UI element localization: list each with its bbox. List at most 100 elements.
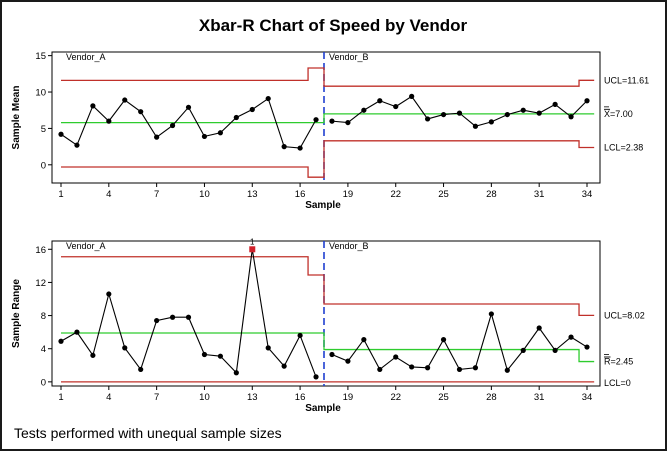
xbar-data-point: [361, 107, 367, 113]
xbar-data-point: [74, 142, 80, 148]
range-x-tick-label: 25: [438, 392, 449, 403]
range-x-tick-label: 34: [582, 392, 593, 403]
xbar-data-point: [409, 93, 415, 99]
xbar-data-point: [472, 123, 479, 129]
xbar-data-point: [377, 98, 383, 104]
range-ucl-label: UCL=8.02: [604, 310, 645, 320]
xbar-x-tick-label: 34: [582, 189, 593, 200]
xbar-ucl-line: [61, 67, 595, 87]
range-x-tick-label: 10: [199, 392, 210, 403]
range-data-point: [456, 366, 463, 373]
xbar-y-tick-label: 0: [41, 160, 46, 171]
range-center-label: R=2.45: [604, 357, 633, 367]
xbar-x-axis-label: Sample: [305, 200, 341, 211]
xbar-x-tick-label: 4: [106, 189, 111, 200]
range-y-tick-label: 0: [41, 377, 46, 388]
xbar-data-point: [297, 145, 303, 151]
xbar-y-tick-label: 5: [41, 124, 46, 135]
xbar-plot-frame: [51, 51, 601, 184]
range-flag-marker: 1: [250, 237, 255, 246]
xbar-data-point: [488, 119, 494, 125]
footnote: Tests performed with unequal sample size…: [14, 425, 282, 441]
range-data-point: [345, 358, 351, 364]
chart-title: Xbar-R Chart of Speed by Vendor: [199, 16, 468, 35]
range-y-tick-label: 16: [35, 245, 46, 256]
xbar-y-tick-label: 10: [35, 88, 46, 99]
range-x-tick-label: 1: [58, 392, 63, 403]
xbar-center-line: [61, 113, 595, 124]
xbar-stage-label: Vendor_B: [329, 52, 369, 62]
xbar-data-point: [281, 144, 287, 150]
xbar-x-tick-label: 31: [534, 189, 545, 200]
xbar-data-point: [233, 114, 239, 121]
xbar-x-tick-label: 28: [486, 189, 497, 200]
range-data-point: [90, 352, 96, 358]
xbar-x-tick-label: 7: [154, 189, 159, 200]
range-data-point: [122, 345, 128, 351]
range-x-tick-label: 4: [106, 392, 111, 403]
range-data-point: [297, 332, 303, 339]
range-y-tick-label: 4: [41, 344, 46, 355]
xbar-data-point: [249, 106, 255, 113]
range-data-point: [440, 337, 447, 343]
range-data-point: [393, 354, 399, 360]
xbar-data-point: [536, 110, 542, 116]
range-ucl-line: [61, 256, 595, 317]
range-data-point: [520, 347, 526, 353]
range-data-point: [106, 291, 112, 297]
xbar-x-tick-label: 13: [247, 189, 258, 200]
range-data-point: [74, 329, 80, 335]
range-x-tick-label: 28: [486, 392, 497, 403]
xbar-data-point: [58, 131, 64, 137]
range-y-tick-label: 8: [41, 311, 46, 322]
range-data-point: [281, 363, 287, 369]
xbar-center-label: X=7.00: [604, 109, 633, 119]
range-x-tick-label: 22: [390, 392, 401, 403]
xbar-data-point: [520, 107, 526, 113]
range-data-point: [233, 370, 239, 376]
xbar-data-point: [568, 114, 574, 120]
range-data-point: [138, 366, 144, 373]
xbar-data-point: [138, 109, 144, 115]
range-x-tick-label: 16: [295, 392, 306, 403]
range-stage-label: Vendor_B: [329, 241, 369, 251]
xbar-data-point: [345, 119, 351, 126]
range-x-axis-label: Sample: [305, 403, 341, 414]
xbar-x-tick-label: 22: [390, 189, 401, 200]
xbar-data-point: [456, 110, 463, 116]
xbar-data-point: [584, 98, 590, 104]
xbar-data-point: [201, 133, 208, 140]
range-data-point: [568, 334, 574, 340]
range-x-tick-label: 13: [247, 392, 258, 403]
xbar-x-tick-label: 1: [58, 189, 63, 200]
xbar-x-tick-label: 19: [343, 189, 354, 200]
range-data-point: [185, 314, 192, 320]
xbar-data-point: [313, 117, 319, 123]
range-data-point: [154, 317, 160, 324]
range-data-point: [536, 325, 542, 331]
xbar-y-tick-label: 15: [35, 51, 46, 62]
xbar-x-tick-label: 10: [199, 189, 210, 200]
xbar-x-tick-label: 16: [295, 189, 306, 200]
range-panel: 0 4 8 12 16 1 4 7 10 13 16 19 22 25 28 31 34 Sample Sample…: [11, 237, 645, 414]
range-data-point: [265, 345, 271, 351]
xbar-ucl-label: UCL=11.61: [604, 75, 649, 85]
xbar-data-point: [169, 122, 176, 129]
xbar-x-tick-label: 25: [438, 189, 449, 200]
xbar-data-point: [217, 130, 223, 136]
range-y-tick-label: 12: [35, 278, 46, 289]
xbar-data-point: [106, 118, 112, 124]
range-data-point: [377, 366, 383, 373]
xbar-data-point: [265, 95, 271, 102]
xbar-data-point: [90, 103, 96, 109]
xbar-data-point: [393, 103, 399, 110]
range-x-tick-label: 19: [343, 392, 354, 403]
range-data-point: [169, 314, 176, 320]
xbar-stage-label: Vendor_A: [66, 52, 106, 62]
range-data-point: [201, 351, 208, 358]
xbar-lcl-label: LCL=2.38: [604, 142, 643, 152]
xbar-data-point: [552, 101, 558, 107]
range-y-axis-label: Sample Range: [11, 279, 22, 348]
xbar-data-point: [504, 111, 510, 118]
